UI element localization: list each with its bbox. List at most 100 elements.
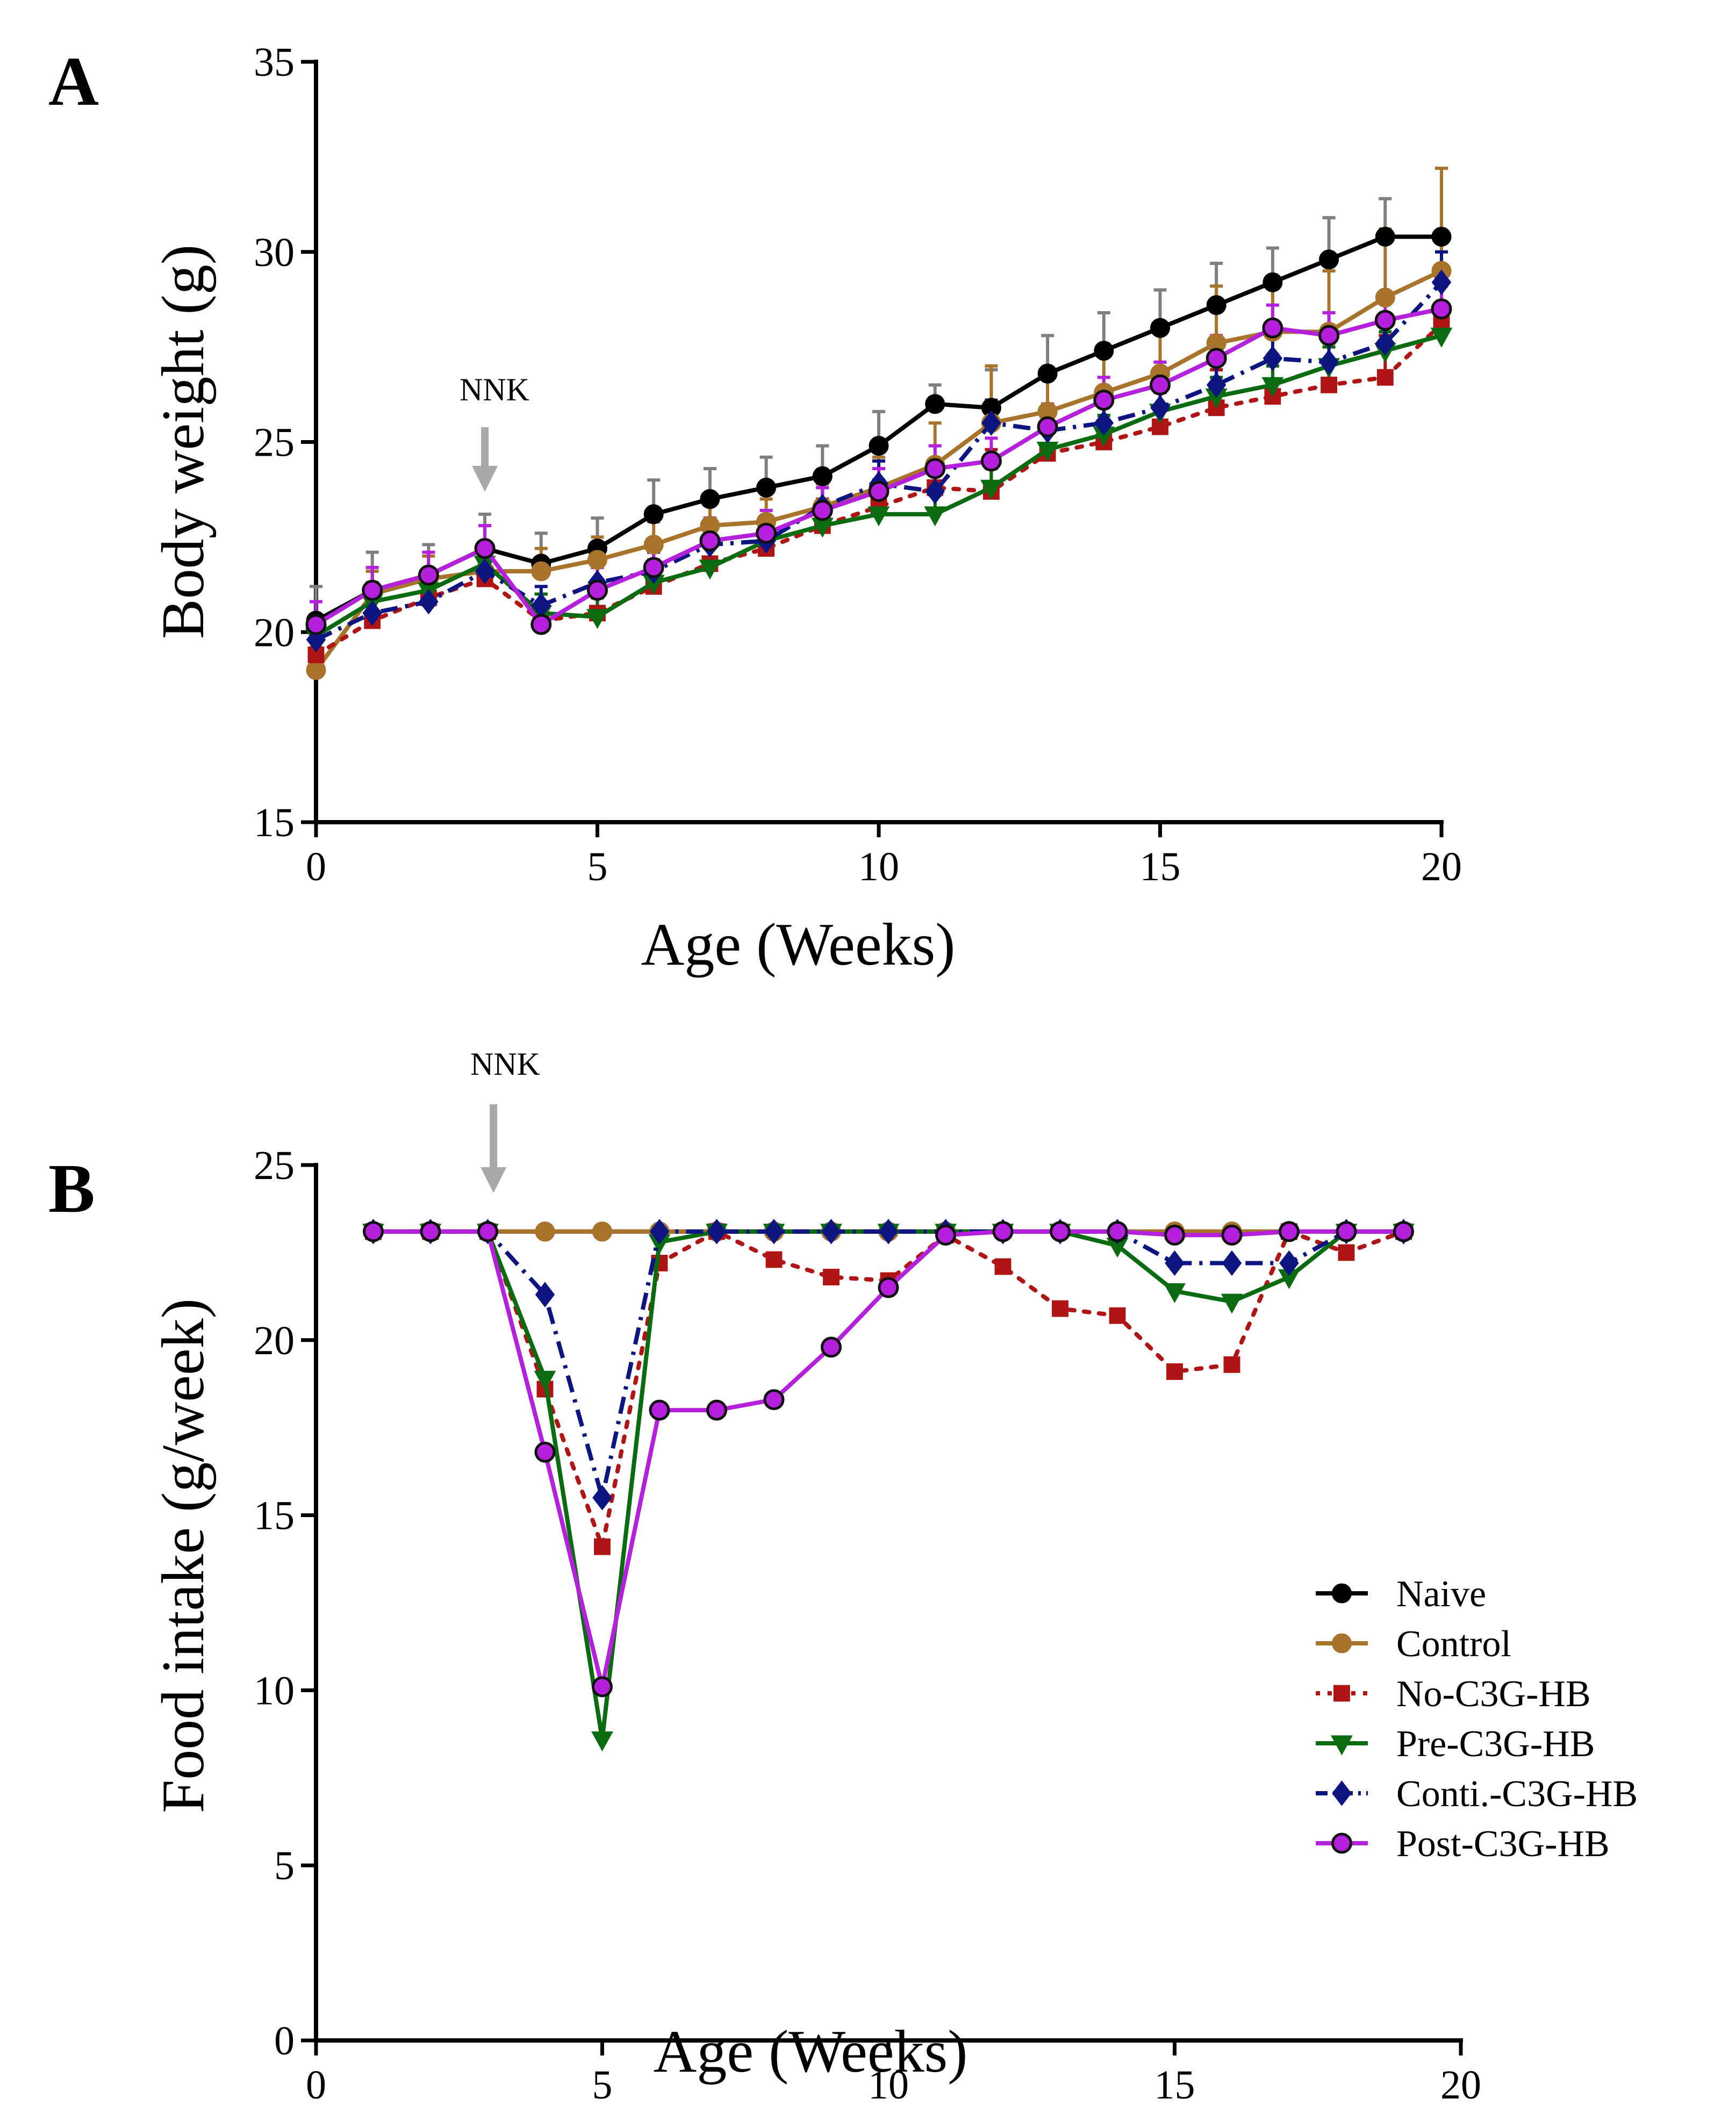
panel-b-nnk-arrow-head: [480, 1167, 507, 1193]
panel-a-point-no-c3g-hb: [1321, 376, 1338, 393]
panel-a-point-post-c3g-hb: [587, 579, 608, 601]
panel-b-point-pre-c3g-hb: [1164, 1283, 1186, 1304]
panel-b-point-post-c3g-hb: [592, 1676, 613, 1698]
panel-a-nnk-label: NNK: [460, 372, 529, 407]
panel-b-point-conti-c3g-hb: [592, 1485, 612, 1511]
panel-a-point-conti-c3g-hb: [1375, 330, 1395, 356]
panel-a-series-post-c3g-hb: [305, 298, 1452, 635]
panel-a-point-post-c3g-hb: [1093, 390, 1115, 411]
legend-label-post-c3g-hb: Post-C3G-HB: [1396, 1823, 1610, 1865]
panel-a-point-naive: [1375, 226, 1395, 247]
panel-a-x-tick-label: 15: [1140, 844, 1181, 889]
panel-b-point-post-c3g-hb: [1107, 1221, 1128, 1242]
panel-a-x-tick-label: 5: [587, 844, 608, 889]
panel-a-point-no-c3g-hb: [1376, 369, 1394, 386]
panel-a-y-tick-label: 15: [254, 800, 295, 845]
panel-a-point-naive: [1431, 226, 1452, 247]
panel-a-nnk-arrow-head: [472, 466, 498, 492]
panel-b-point-post-c3g-hb: [649, 1399, 670, 1421]
panel-b-y-tick-label: 25: [254, 1143, 295, 1188]
panel-b-plot: 0 5 10 15 20 25 0 5 10 15 20: [254, 1104, 1481, 2106]
panel-a-point-conti-c3g-hb: [1206, 372, 1226, 398]
panel-b-point-post-c3g-hb: [1279, 1221, 1300, 1242]
panel-a-point-post-c3g-hb: [362, 579, 383, 601]
panel-a-point-post-c3g-hb: [699, 530, 721, 551]
panel-a-point-pre-c3g-hb: [980, 479, 1002, 500]
panel-a-point-pre-c3g-hb: [924, 506, 946, 527]
panel-b-point-no-c3g-hb: [1166, 1363, 1183, 1380]
panel-a-point-naive: [756, 477, 777, 498]
panel-b-x-tick-label: 10: [868, 2062, 909, 2106]
panel-a-point-pre-c3g-hb: [586, 609, 608, 629]
panel-b-point-post-c3g-hb: [935, 1224, 956, 1246]
legend-item-conti-c3g-hb: Conti.-C3G-HB: [1316, 1773, 1638, 1815]
panel-b-x-tick-label: 5: [592, 2062, 613, 2106]
panel-b-nnk-label: NNK: [470, 1046, 540, 1082]
legend-marker-post-c3g-hb: [1331, 1832, 1352, 1854]
panel-b-x-tick-label: 20: [1440, 2062, 1481, 2106]
panel-b-point-no-c3g-hb: [994, 1258, 1012, 1275]
panel-a-point-conti-c3g-hb: [419, 588, 439, 615]
panel-b-point-post-c3g-hb: [477, 1221, 498, 1242]
panel-a-point-conti-c3g-hb: [1150, 395, 1170, 421]
panel-a-point-naive: [1262, 272, 1283, 292]
legend-marker-pre-c3g-hb: [1331, 1735, 1353, 1756]
legend-marker-no-c3g-hb: [1333, 1685, 1350, 1702]
panel-a-point-control: [1375, 287, 1395, 308]
legend-item-post-c3g-hb: Post-C3G-HB: [1316, 1823, 1610, 1865]
panel-a-point-conti-c3g-hb: [362, 600, 382, 626]
panel-b-line-post-c3g-hb: [373, 1229, 1404, 1689]
panel-b-point-no-c3g-hb: [594, 1538, 611, 1555]
panel-b: B 0 5 10 15 20 25 0 5 10 15 20 Age (Weeks) Food in…: [48, 1046, 1481, 2106]
panel-b-series-no-c3g-hb: [365, 1223, 1412, 1555]
panel-b-point-post-c3g-hb: [878, 1277, 899, 1298]
panel-b-point-no-c3g-hb: [1223, 1356, 1240, 1373]
legend-marker-naive: [1332, 1583, 1352, 1604]
panel-a-point-post-c3g-hb: [1262, 317, 1283, 339]
panel-b-y-tick-label: 5: [274, 1843, 295, 1888]
panel-a-point-conti-c3g-hb: [1319, 349, 1339, 375]
panel-label-b: B: [48, 1150, 95, 1227]
panel-a-point-post-c3g-hb: [868, 480, 889, 502]
panel-a-point-conti-c3g-hb: [981, 410, 1001, 436]
panel-a-point-naive: [812, 466, 833, 486]
panel-b-y-tick-label: 0: [274, 2018, 295, 2064]
panel-a-point-post-c3g-hb: [305, 614, 327, 635]
panel-a-point-conti-c3g-hb: [1094, 410, 1114, 436]
panel-a-plot: 15 20 25 30 35 0 5 10 15 20: [254, 40, 1462, 889]
panel-b-point-post-c3g-hb: [1164, 1224, 1185, 1246]
panel-a-point-pre-c3g-hb: [699, 559, 721, 580]
panel-b-point-no-c3g-hb: [1338, 1244, 1355, 1261]
panel-a-point-post-c3g-hb: [1431, 298, 1452, 320]
panel-a-point-pre-c3g-hb: [1261, 377, 1284, 397]
panel-b-point-post-c3g-hb: [1393, 1221, 1414, 1242]
panel-b-point-post-c3g-hb: [363, 1221, 384, 1242]
panel-a-point-naive: [1319, 249, 1339, 270]
panel-a-series-naive: [306, 226, 1452, 631]
panel-b-y-tick-label: 20: [254, 1318, 295, 1363]
panel-a-point-post-c3g-hb: [924, 458, 946, 479]
panel-b-line-pre-c3g-hb: [373, 1229, 1404, 1742]
panel-b-point-no-c3g-hb: [823, 1269, 840, 1285]
panel-a-point-post-c3g-hb: [812, 500, 833, 521]
legend-label-control: Control: [1396, 1623, 1511, 1665]
panel-b-x-tick-label: 15: [1154, 2062, 1195, 2106]
legend-marker-control: [1332, 1633, 1352, 1654]
panel-b-point-post-c3g-hb: [763, 1389, 785, 1411]
panel-b-series-pre-c3g-hb: [362, 1224, 1415, 1752]
panel-a-point-post-c3g-hb: [756, 522, 777, 544]
panel-b-series-post-c3g-hb: [363, 1221, 1414, 1698]
panel-label-a: A: [48, 43, 99, 120]
panel-b-point-pre-c3g-hb: [534, 1370, 556, 1391]
legend: Naive Control No-C3G-HB Pre-C3G-HB Conti.-C3…: [1316, 1573, 1638, 1865]
panel-b-x-tick-label: 0: [306, 2062, 326, 2106]
panel-b-point-no-c3g-hb: [1109, 1307, 1126, 1324]
legend-item-no-c3g-hb: No-C3G-HB: [1316, 1673, 1591, 1715]
panel-b-point-conti-c3g-hb: [707, 1219, 727, 1245]
panel-a: A 15 20 25 30 35 0 5 10 15 20 Age (Weeks) Body we…: [48, 40, 1462, 978]
panel-b-point-pre-c3g-hb: [591, 1731, 613, 1752]
panel-a-point-post-c3g-hb: [1037, 416, 1058, 437]
panel-a-point-post-c3g-hb: [474, 538, 496, 559]
panel-b-point-post-c3g-hb: [706, 1399, 727, 1421]
legend-item-naive: Naive: [1316, 1573, 1486, 1615]
